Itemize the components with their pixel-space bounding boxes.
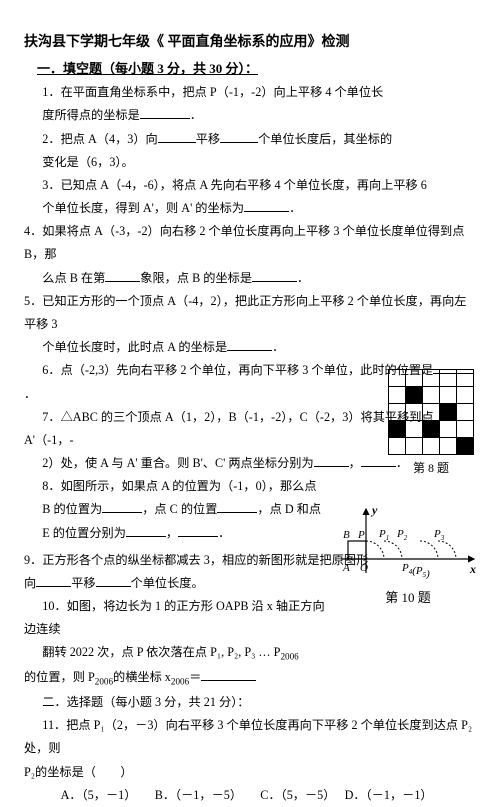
fig8-caption: 第 8 题 [388, 457, 474, 480]
q11-line1: 11．把点 P₁（2，－3）向右平移 3 个单位长度再向下平移 2 个单位长度到… [24, 714, 476, 760]
figure-10: y x B P O A P1 P2 P3 P4(P5) 第 10 题 [336, 503, 480, 611]
section-fill: 一．填空题（每小题 3 分，共 30 分）： [37, 57, 476, 82]
q1-line2: 度所得点的坐标是． [24, 104, 476, 127]
q2-line1: 2．把点 A（4，3）向平移个单位长度后，其坐标的 [24, 128, 476, 151]
q3-line1: 3．已知点 A（-4，-6），将点 A 先向右平移 4 个单位长度，再向上平移 … [24, 174, 476, 197]
label-A: A [342, 562, 350, 574]
q1-line1: 1．在平面直角坐标系中，把点 P（-1，-2）向上平移 4 个单位长 [24, 81, 476, 104]
label-O: O [360, 562, 368, 574]
label-P1: P1 [378, 528, 389, 542]
label-B: B [343, 529, 350, 541]
section-choice: 二．选择题（每小题 3 分，共 21 分）： [24, 691, 476, 714]
label-P3: P3 [433, 528, 445, 542]
q5-line2: 个单位长度时，此时点 A 的坐标是． [24, 336, 476, 359]
q5-line1: 5．已知正方形的一个顶点 A（-4，2），把此正方形向上平移 2 个单位长度，再… [24, 290, 476, 336]
q11-line2: P₂的坐标是（ ） [24, 761, 476, 784]
figure-8: 第 8 题 [388, 369, 474, 480]
blank [140, 106, 190, 119]
q4-line1: 4．如果将点 A（-3，-2）向右移 2 个单位长度再向上平移 3 个单位长度单… [24, 220, 476, 266]
q11-options: A．（5，－1） B．（－1，－5） C．（5，－5） D．（－1，－1） [24, 784, 476, 807]
q3-line2: 个单位长度，得到 A'，则 A' 的坐标为． [24, 197, 476, 220]
label-P2: P2 [396, 528, 408, 542]
q10-line3: 的位置，则 P2006的横坐标 x2006＝ [24, 666, 476, 691]
fig8-grid [388, 369, 474, 455]
fig10-svg: y x B P O A P1 P2 P3 P4(P5) [336, 503, 480, 580]
q2-line2: 变化是（6，3）。 [24, 151, 476, 174]
fig10-caption: 第 10 题 [336, 586, 480, 611]
label-P: P [357, 529, 365, 541]
q4-line2: 么点 B 在第象限，点 B 的坐标是． [24, 267, 476, 290]
page-title: 扶沟县下学期七年级《 平面直角坐标系的应用》检测 [24, 30, 476, 57]
axis-y-label: y [370, 503, 378, 517]
q10-line2: 翻转 2022 次，点 P 依次落在点 P₁, P₂, P₃ … P2006 [24, 641, 476, 666]
axis-x-label: x [469, 562, 476, 576]
label-P4: P4(P5) [401, 562, 430, 580]
